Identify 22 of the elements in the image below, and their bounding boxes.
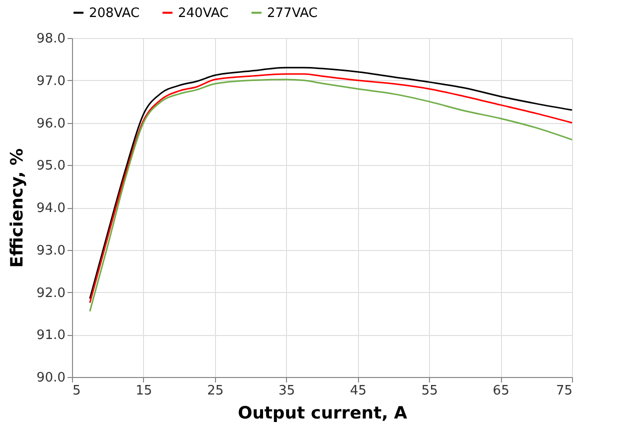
y-tick-label: 97.0 [36, 74, 66, 89]
x-tick-label: 25 [207, 384, 224, 398]
legend-label: 208VAC [89, 6, 140, 21]
y-tick-label: 96.0 [36, 116, 66, 132]
x-axis-title: Output current, A [238, 404, 408, 424]
y-tick-label: 93.0 [36, 243, 66, 258]
legend-label: 277VAC [267, 6, 318, 21]
x-tick-label: 15 [136, 384, 152, 398]
y-tick-label: 92.0 [36, 286, 66, 301]
y-tick-label: 91.0 [36, 328, 66, 344]
x-tick-label: 75 [556, 384, 572, 398]
x-tick-label: 65 [492, 384, 510, 398]
y-axis-title: Efficiency, % [8, 148, 28, 268]
y-tick-label: 94.0 [36, 201, 66, 216]
x-tick-label: 55 [421, 384, 438, 398]
y-tick-label: 90.0 [36, 370, 66, 386]
legend-label: 240VAC [178, 6, 229, 21]
y-tick-label: 98.0 [36, 32, 66, 46]
y-tick-label: 95.0 [36, 158, 66, 174]
x-tick-label: 35 [278, 384, 296, 398]
x-tick-label: 5 [72, 384, 81, 398]
x-tick-label: 45 [350, 384, 366, 398]
